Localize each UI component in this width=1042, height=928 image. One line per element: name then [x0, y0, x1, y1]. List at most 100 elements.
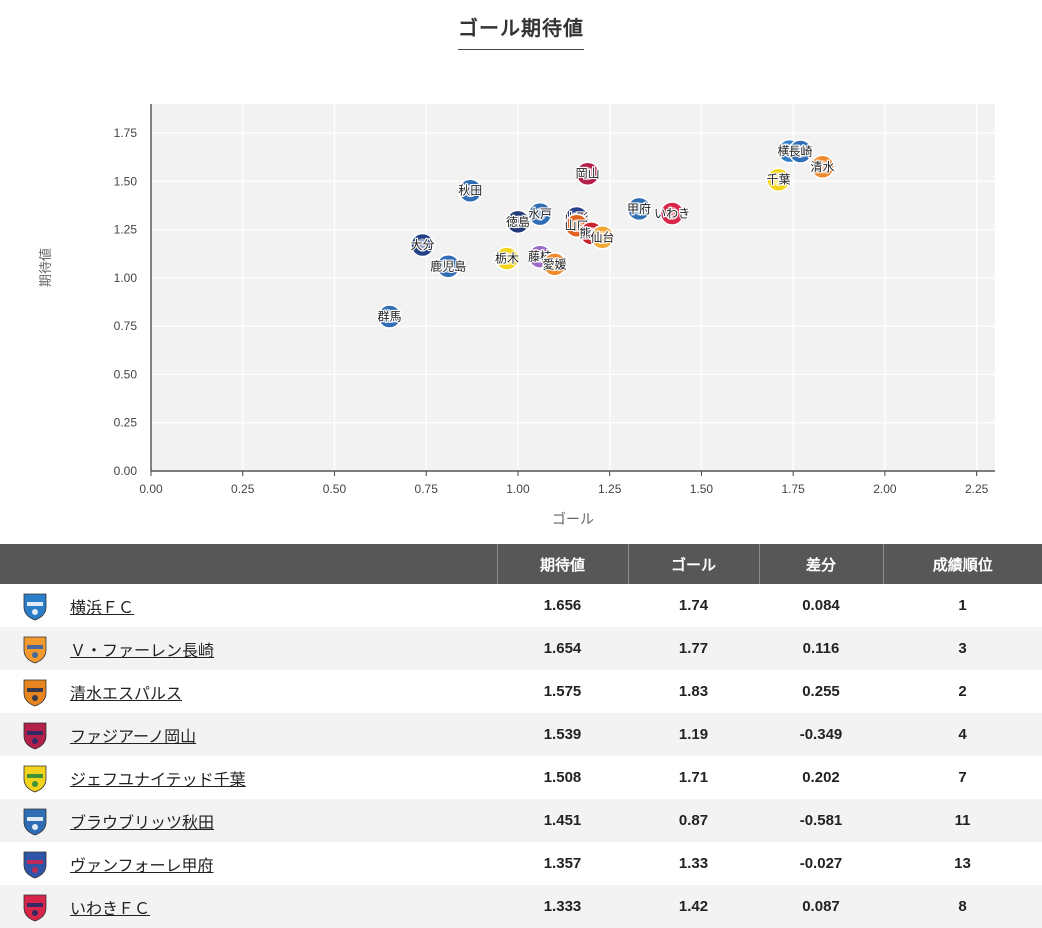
point-marker-inner [548, 257, 562, 271]
y-tick-label: 0.00 [114, 464, 138, 478]
table-body: 横浜ＦＣ 1.656 1.74 0.084 1 Ｖ・ファーレン長崎 1.654 1.77 0.1… [0, 584, 1042, 928]
table-row: ファジアーノ岡山 1.539 1.19 -0.349 4 [0, 713, 1042, 756]
team-name-link[interactable]: 横浜ＦＣ [70, 599, 135, 617]
goals-cell: 1.77 [678, 640, 709, 657]
team-crest-icon [23, 765, 47, 792]
diff-cell: 0.084 [802, 597, 840, 614]
data-point[interactable]: 甲府 [626, 196, 652, 222]
y-tick-label: 1.00 [114, 271, 138, 285]
x-tick-label: 1.50 [690, 482, 714, 496]
team-crest-icon [23, 679, 47, 706]
x-axis-label: ゴール [552, 511, 594, 527]
xg-cell: 1.654 [543, 640, 582, 657]
diff-cell: 0.116 [802, 640, 840, 657]
point-label: 千葉 [766, 173, 790, 187]
rank-cell: 11 [954, 812, 971, 829]
data-point[interactable]: 長崎 [787, 139, 814, 164]
x-tick-label: 2.00 [873, 482, 897, 496]
rank-cell: 8 [958, 898, 967, 915]
team-name-link[interactable]: いわきＦＣ [70, 900, 151, 918]
data-point[interactable]: 徳島 [505, 209, 531, 235]
team-name-link[interactable]: ブラウブリッツ秋田 [70, 814, 215, 832]
xg-cell: 1.539 [543, 726, 582, 743]
team-name-link[interactable]: Ｖ・ファーレン長崎 [70, 642, 215, 660]
x-tick-label: 1.25 [598, 482, 622, 496]
data-point[interactable]: 群馬 [376, 304, 403, 329]
title-wrap: ゴール期待値 [0, 12, 1042, 50]
team-name-cell: ファジアーノ岡山 [70, 713, 497, 756]
point-marker-inner [665, 207, 679, 221]
data-point[interactable]: 千葉 [765, 167, 792, 192]
goals-cell: 1.71 [678, 769, 709, 786]
table-row: ヴァンフォーレ甲府 1.357 1.33 -0.027 13 [0, 842, 1042, 885]
y-axis-label: 期待値 [38, 248, 53, 287]
point-marker-inner [632, 202, 646, 216]
x-tick-label: 1.75 [781, 482, 805, 496]
point-label: 岡山 [576, 167, 600, 181]
point-label: 秋田 [458, 184, 482, 198]
header-goals[interactable]: ゴール [627, 544, 759, 584]
table-row: 清水エスパルス 1.575 1.83 0.255 2 [0, 670, 1042, 713]
diff-cell: 0.087 [802, 898, 840, 915]
header-xg[interactable]: 期待値 [496, 544, 628, 584]
crest-shield [23, 722, 47, 749]
team-name-link[interactable]: ヴァンフォーレ甲府 [70, 857, 214, 875]
team-name-link[interactable]: 清水エスパルス [70, 685, 183, 703]
point-label: 長崎 [789, 145, 813, 159]
rank-cell: 4 [958, 726, 967, 743]
goals-cell: 0.87 [678, 812, 709, 829]
point-marker-inner [581, 167, 595, 181]
crest-band [27, 601, 43, 606]
point-marker-inner [463, 184, 477, 198]
table-row: 横浜ＦＣ 1.656 1.74 0.084 1 [0, 584, 1042, 627]
point-marker-inner [500, 252, 514, 266]
data-point[interactable]: 鹿児島 [429, 254, 467, 279]
data-point[interactable]: 栃木 [494, 246, 520, 271]
table-row: ジェフユナイテッド千葉 1.508 1.71 0.202 7 [0, 756, 1042, 799]
crest-shield [23, 851, 47, 878]
team-name-cell: ブラウブリッツ秋田 [70, 799, 497, 842]
crest-band [27, 902, 43, 907]
point-label: 群馬 [378, 309, 402, 323]
crest-band [27, 730, 43, 735]
point-label: 仙台 [590, 229, 614, 244]
rank-cell: 2 [958, 683, 967, 700]
team-name-link[interactable]: ファジアーノ岡山 [70, 728, 197, 746]
header-rank[interactable]: 成績順位 [882, 544, 1042, 584]
data-point[interactable]: 清水 [809, 154, 836, 180]
data-point[interactable]: 秋田 [457, 178, 483, 203]
data-point[interactable]: いわき [653, 201, 691, 226]
point-marker-inner [511, 215, 525, 229]
header-diff[interactable]: 差分 [758, 544, 883, 584]
point-label: 栃木 [495, 252, 519, 266]
team-name-link[interactable]: ジェフユナイテッド千葉 [70, 771, 246, 789]
x-tick-labels: 0.00 0.25 0.50 0.75 1.00 1.25 1.50 1.75 2.00 2.25 [139, 482, 988, 496]
data-point[interactable]: 岡山 [575, 161, 601, 186]
x-tick-label: 1.00 [506, 482, 530, 496]
team-name-cell: ジェフユナイテッド千葉 [70, 756, 497, 799]
point-marker-inner [570, 219, 584, 233]
data-point[interactable]: 仙台 [589, 225, 615, 250]
header-team [70, 544, 497, 584]
goals-cell: 1.42 [678, 898, 709, 915]
point-label: 甲府 [627, 201, 651, 216]
chart-title: ゴール期待値 [458, 12, 584, 50]
crest-band [27, 644, 43, 649]
crest-shield [23, 636, 47, 663]
point-label: 清水 [811, 160, 835, 174]
goals-cell: 1.19 [678, 726, 709, 743]
table-row: ブラウブリッツ秋田 1.451 0.87 -0.581 11 [0, 799, 1042, 842]
data-point[interactable]: 大分 [409, 232, 436, 258]
x-tick-label: 0.50 [323, 482, 347, 496]
y-tick-label: 1.25 [114, 223, 138, 237]
team-crest-cell [0, 584, 70, 627]
team-crest-cell [0, 670, 70, 713]
data-point[interactable]: 水戸 [527, 201, 553, 227]
data-point[interactable]: 愛媛 [542, 252, 568, 277]
crest-band [27, 859, 43, 864]
scatter-chart: 0.00 0.25 0.50 0.75 1.00 1.25 1.50 1.75 2.00 2.25… [38, 104, 995, 527]
team-crest-cell [0, 799, 70, 842]
data-points: 横浜長崎清水岡山千葉秋田甲府いわき水戸徳島山形山口熊本仙台大分栃木藤枝愛媛鹿児島… [376, 138, 836, 329]
x-tick-label: 0.00 [139, 482, 163, 496]
rank-cell: 1 [958, 597, 967, 614]
